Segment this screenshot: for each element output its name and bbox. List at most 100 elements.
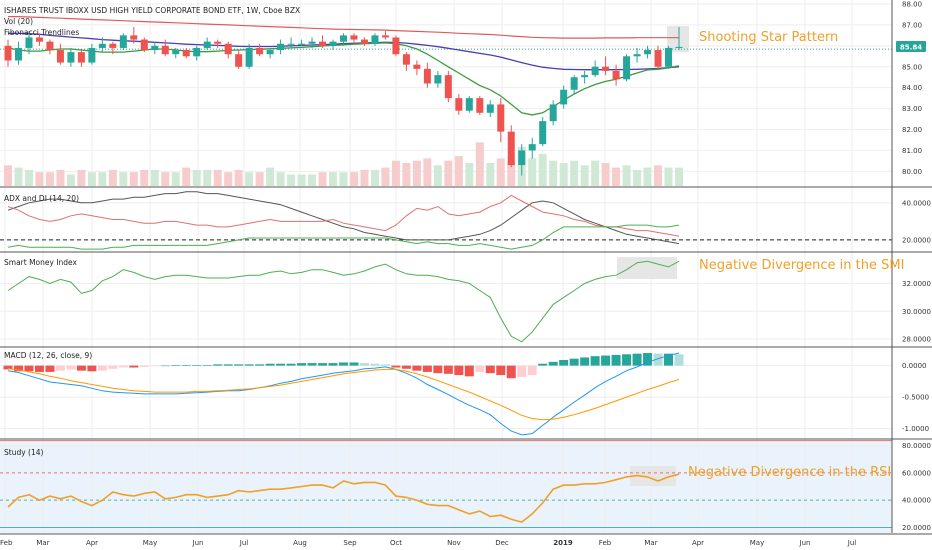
rsi-tick-label: 80.0000 bbox=[902, 442, 931, 450]
macd-histogram-bar bbox=[412, 365, 422, 371]
candle-body bbox=[560, 89, 568, 105]
time-axis-label: Jun bbox=[799, 539, 811, 547]
rsi-divergence-marker bbox=[630, 466, 676, 486]
volume-bar bbox=[433, 165, 442, 186]
macd-signal-line bbox=[7, 368, 680, 421]
macd-histogram-bar bbox=[632, 353, 642, 366]
minus-di-line bbox=[7, 224, 680, 250]
candle-body bbox=[591, 66, 599, 76]
time-axis-label: Apr bbox=[692, 539, 704, 547]
candle-body bbox=[549, 104, 557, 122]
candle-body bbox=[214, 41, 222, 44]
macd-histogram-bar bbox=[517, 365, 527, 377]
time-axis-label: Dec bbox=[495, 539, 509, 547]
volume-bar bbox=[381, 167, 390, 186]
candle-body bbox=[602, 66, 610, 71]
smi-divergence-marker bbox=[617, 257, 677, 279]
candle-body bbox=[182, 50, 190, 57]
candle-body bbox=[193, 47, 201, 57]
adx-panel bbox=[0, 191, 892, 250]
price-tick-label: 88.00 bbox=[902, 1, 922, 9]
macd-histogram-bar bbox=[297, 363, 307, 366]
macd-histogram-bar bbox=[590, 356, 600, 366]
volume-bar bbox=[129, 172, 138, 186]
macd-histogram-bar bbox=[234, 364, 244, 366]
volume-bar bbox=[622, 165, 631, 186]
macd-tick-label: 0.0000 bbox=[902, 362, 927, 370]
fibonacci-label: Fibonacci Trendlines bbox=[4, 28, 79, 37]
macd-histogram-bar bbox=[66, 365, 76, 370]
volume-bar bbox=[402, 163, 411, 186]
candle-body bbox=[235, 54, 243, 67]
macd-histogram-bar bbox=[454, 365, 464, 376]
macd-histogram-bar bbox=[601, 355, 611, 366]
macd-histogram-bar bbox=[580, 357, 590, 366]
volume-bar bbox=[192, 169, 201, 186]
candle-body bbox=[140, 39, 148, 51]
macd-histogram-bar bbox=[433, 365, 443, 374]
volume-bar bbox=[349, 172, 358, 186]
volume-bar bbox=[444, 160, 453, 186]
macd-histogram-bar bbox=[569, 358, 579, 366]
smi-title: Smart Money Index bbox=[4, 258, 78, 267]
time-axis: Feb Mar Apr May Jun Jul Aug Sep Oct Nov Dec 2019 Feb… bbox=[0, 539, 856, 547]
candle-body bbox=[308, 41, 316, 44]
volume-bar bbox=[601, 163, 610, 186]
volume-bar bbox=[329, 172, 338, 186]
macd-histogram-bar bbox=[202, 364, 212, 366]
candle-body bbox=[46, 41, 54, 51]
price-tick-label: 81.00 bbox=[902, 147, 922, 155]
macd-histogram-bar bbox=[548, 361, 558, 366]
volume-bar bbox=[255, 172, 264, 186]
volume-bar bbox=[203, 169, 212, 186]
macd-histogram-bar bbox=[622, 354, 632, 366]
macd-histogram-bar bbox=[139, 365, 149, 367]
volume-bar bbox=[423, 158, 432, 186]
macd-histogram-bar bbox=[45, 365, 55, 372]
volume-bar bbox=[266, 167, 275, 186]
macd-histogram-bar bbox=[339, 362, 348, 366]
shooting-star-annotation: Shooting Star Pattern bbox=[699, 30, 838, 45]
macd-histogram-bar bbox=[97, 365, 107, 371]
price-axis: 80.0081.0082.0083.0084.0085.0086.0087.00… bbox=[902, 1, 931, 533]
ma-green-line bbox=[7, 42, 680, 116]
annotation-markers bbox=[617, 26, 689, 486]
price-tick-label: 83.00 bbox=[902, 105, 922, 113]
volume-bar bbox=[507, 160, 516, 186]
volume-bar bbox=[339, 172, 348, 186]
candle-body bbox=[371, 35, 379, 44]
candle-body bbox=[67, 52, 75, 63]
candle-body bbox=[402, 54, 410, 65]
volume-bar bbox=[24, 169, 33, 186]
candle-body bbox=[35, 37, 43, 42]
volume-bar bbox=[150, 169, 159, 186]
adx-title: ADX and DI (14, 20) bbox=[4, 194, 79, 203]
volume-bar bbox=[87, 172, 96, 186]
volume-bar bbox=[56, 169, 65, 186]
time-axis-label: Feb bbox=[0, 539, 13, 547]
volume-bar bbox=[66, 174, 75, 186]
rsi-tick-label: 20.0000 bbox=[902, 524, 931, 532]
macd-histogram-bar bbox=[318, 363, 328, 366]
volume-bar bbox=[4, 165, 12, 186]
macd-histogram-bar bbox=[244, 364, 254, 366]
volume-bar bbox=[171, 172, 180, 186]
candle-body bbox=[56, 50, 64, 63]
candle-body bbox=[4, 45, 12, 61]
volume-bar bbox=[119, 172, 128, 186]
volume-bar bbox=[496, 158, 505, 186]
smi-tick-label: 32.0000 bbox=[902, 280, 931, 288]
volume-bar bbox=[643, 167, 652, 186]
time-axis-label: Feb bbox=[599, 539, 612, 547]
candle-body bbox=[528, 144, 536, 151]
macd-histogram-bar bbox=[3, 365, 13, 370]
macd-histogram-bar bbox=[643, 353, 653, 366]
macd-histogram-bar bbox=[664, 353, 674, 366]
macd-histogram-bar bbox=[559, 359, 569, 366]
macd-histogram-bar bbox=[171, 364, 181, 366]
macd-histogram-bar bbox=[496, 365, 506, 376]
macd-tick-label: -0.5000 bbox=[902, 394, 929, 402]
volume-bar bbox=[486, 163, 495, 186]
rsi-title: Study (14) bbox=[4, 448, 44, 457]
